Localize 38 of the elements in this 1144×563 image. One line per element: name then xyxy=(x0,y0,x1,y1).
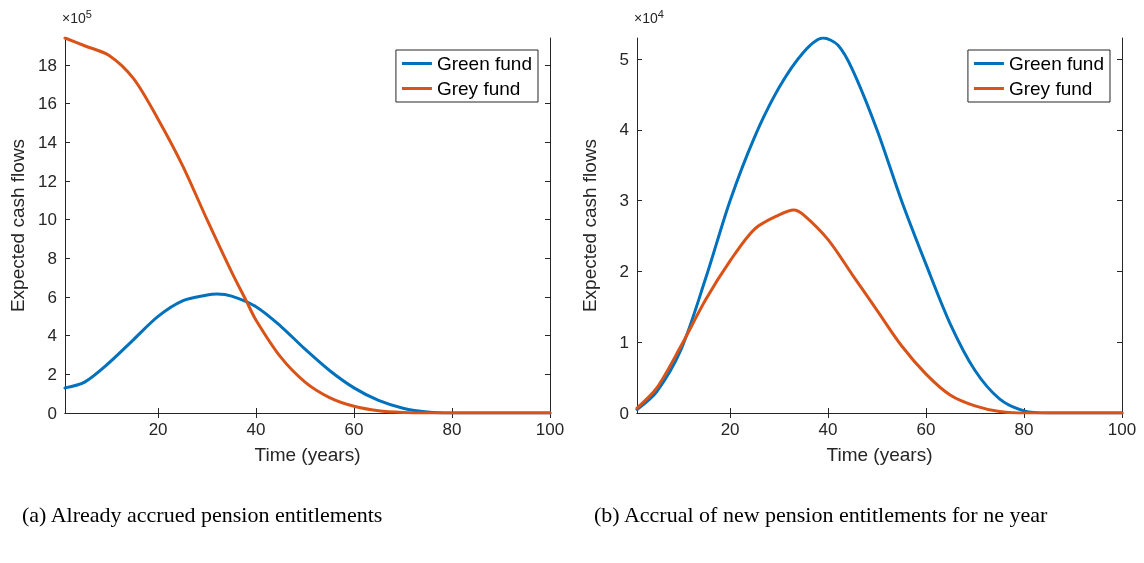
text: (a) Already accrued pension entitlements xyxy=(22,501,383,527)
y-tick-label: 5 xyxy=(619,49,629,69)
x-tick-label: 20 xyxy=(148,420,168,439)
y-tick-label: 12 xyxy=(38,171,57,191)
x-tick-label: 100 xyxy=(535,420,565,439)
y-tick-label: 8 xyxy=(47,248,57,268)
x-axis-title: Time (years) xyxy=(254,444,361,465)
legend-label: Grey fund xyxy=(1008,78,1093,99)
x-axis-title: Time (years) xyxy=(826,444,933,465)
text: (b) Accrual of new pension entitlements for ne year xyxy=(594,501,1048,527)
legend-label: Green fund xyxy=(436,53,533,74)
x-tick-label: 100 xyxy=(1107,420,1137,439)
y-axis-title: Expected cash flows xyxy=(7,138,28,313)
x-tick-label: 20 xyxy=(720,420,740,439)
y-axis-title: Expected cash flows xyxy=(579,138,600,313)
x-tick-label: 80 xyxy=(1014,420,1034,439)
legend-label: Green fund xyxy=(1008,53,1105,74)
line-series xyxy=(635,208,1124,415)
legend-label: Grey fund xyxy=(436,78,521,99)
x-tick-label: 60 xyxy=(916,420,936,439)
y-tick-label: 3 xyxy=(619,191,629,211)
line-series xyxy=(63,36,552,415)
y-tick-label: 6 xyxy=(47,287,57,307)
y-tick-label: 0 xyxy=(619,403,629,423)
y-tick-label: 2 xyxy=(47,364,57,384)
x-tick-label: 80 xyxy=(442,420,462,439)
y-tick-label: 2 xyxy=(619,261,629,281)
y-tick-label: 0 xyxy=(47,403,57,423)
x-tick-label: 40 xyxy=(246,420,266,439)
y-tick-label: 18 xyxy=(38,55,57,75)
y-tick-label: 4 xyxy=(619,120,629,140)
y-tick-label: 1 xyxy=(619,332,629,352)
y-tick-label: 16 xyxy=(38,94,57,114)
y-tick-label: 4 xyxy=(47,326,57,346)
y-tick-label: 14 xyxy=(38,132,57,152)
x-tick-label: 60 xyxy=(344,420,364,439)
x-tick-label: 40 xyxy=(818,420,838,439)
y-tick-label: 10 xyxy=(38,210,57,230)
